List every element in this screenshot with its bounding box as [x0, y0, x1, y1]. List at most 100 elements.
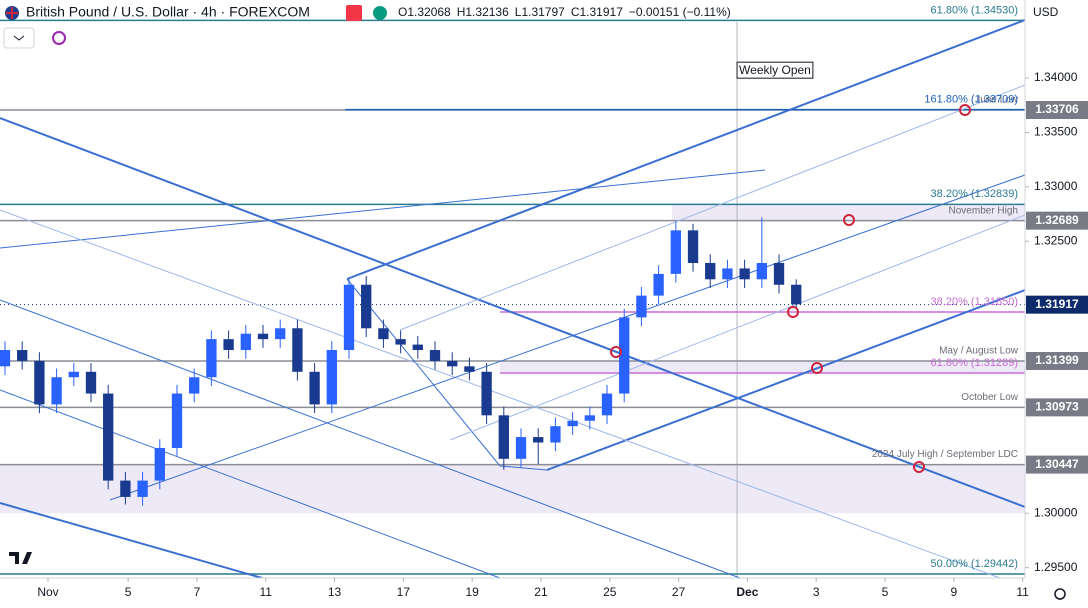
- price-badge-label: 1.30447: [1035, 457, 1079, 471]
- trend-line: [0, 117, 1026, 508]
- last-price-badge: [1026, 295, 1088, 314]
- price-level-label: November High: [949, 205, 1018, 216]
- trend-lines: [0, 19, 1026, 579]
- x-tick-label: 17: [397, 585, 411, 599]
- candle-body: [240, 333, 251, 351]
- zone: [672, 204, 1025, 221]
- x-tick-label: 19: [465, 585, 479, 599]
- trend-line: [0, 389, 501, 579]
- candle-body: [85, 371, 97, 394]
- logo: [9, 552, 32, 564]
- legend-item: O1.32068: [398, 5, 451, 19]
- x-tick-label: 9: [950, 585, 957, 599]
- refresh-icon[interactable]: [52, 31, 66, 45]
- candle-body: [395, 339, 406, 345]
- candle-body: [34, 360, 45, 405]
- x-tick-label: 11: [1016, 585, 1029, 599]
- price-badge: [1026, 398, 1088, 417]
- candle-body: [51, 377, 62, 405]
- candle-body: [257, 333, 269, 340]
- price-badge-label: 1.31399: [1035, 353, 1079, 367]
- price-level-label: May / August Low: [939, 346, 1019, 357]
- candle-body: [791, 284, 802, 305]
- x-tick-label: 3: [813, 585, 820, 599]
- candle-body: [154, 447, 165, 481]
- price-level-label: June Low: [975, 95, 1019, 106]
- candle-body: [464, 366, 475, 372]
- candle-body: [120, 480, 131, 497]
- trend-line: [399, 84, 1026, 331]
- y-tick-label: 1.30000: [1034, 505, 1078, 519]
- price-badge: [1026, 455, 1088, 474]
- price-badge: [1026, 211, 1088, 230]
- flag-button[interactable]: [346, 5, 362, 21]
- legend-item: L1.31797: [515, 5, 565, 19]
- price-badge-label: 1.32689: [1035, 213, 1079, 227]
- candle-body: [171, 393, 183, 448]
- status-dot: [373, 6, 387, 20]
- fib-label: 50.00% (1.29442): [931, 558, 1018, 570]
- price-level-label: October Low: [961, 392, 1018, 403]
- chevron: [13, 35, 25, 41]
- chart-title: British Pound / U.S. Dollar · 4h · FOREX…: [26, 4, 310, 20]
- x-tick-label: 7: [194, 585, 201, 599]
- trend-line: [0, 502, 263, 579]
- candle-body: [619, 317, 630, 394]
- settings-icon[interactable]: [1054, 588, 1066, 600]
- marker: [811, 362, 823, 374]
- weekly-open-label: Weekly Open: [739, 63, 811, 77]
- candle-body: [601, 393, 613, 416]
- candle-body: [550, 426, 561, 443]
- collapse-button[interactable]: [3, 27, 35, 49]
- ohlc-legend: O1.32068 H1.32136 L1.31797 C1.31917 −0.00151…: [398, 5, 731, 19]
- markers: [610, 104, 971, 473]
- x-tick-label: 21: [534, 585, 548, 599]
- candle-body: [687, 230, 699, 263]
- candle-body: [206, 339, 217, 378]
- x-tick-label: Nov: [37, 585, 58, 599]
- price-badge: [1026, 352, 1088, 371]
- currency-box[interactable]: [1027, 2, 1086, 24]
- x-tick-label: 11: [260, 585, 273, 599]
- candle-body: [481, 371, 492, 416]
- flag-cross: [6, 7, 18, 19]
- candle-body: [343, 284, 355, 351]
- legend-item: −0.00151 (−0.11%): [629, 5, 731, 19]
- y-tick-label: 1.33500: [1034, 125, 1078, 139]
- candle-body: [17, 350, 28, 361]
- price-badge-label: 1.33706: [1035, 102, 1079, 116]
- x-tick-label: 13: [328, 585, 342, 599]
- y-tick-label: 1.34000: [1034, 70, 1078, 84]
- candle-body: [68, 371, 79, 378]
- marker: [913, 461, 925, 473]
- axis-labels: 1.33706 1.32689 1.31399 1.30973 1.30447 1.295…: [37, 70, 1088, 599]
- trend-line: [499, 465, 548, 471]
- x-tick-label: 27: [672, 585, 686, 599]
- candle-body: [447, 360, 458, 367]
- header: British Pound / U.S. Dollar · 4h · FOREX…: [3, 2, 1086, 49]
- fib-label: 61.80% (1.34530): [931, 4, 1018, 16]
- trend-line: [346, 278, 501, 467]
- candle-body: [739, 268, 750, 280]
- trend-line: [0, 169, 766, 249]
- candle-body: [137, 480, 148, 497]
- trend-line: [449, 214, 1026, 441]
- candle-body: [756, 262, 767, 280]
- candle-body: [361, 284, 372, 329]
- zone: [0, 464, 1025, 514]
- price-level-label: 2024 July High / September LDC: [872, 449, 1018, 460]
- x-tick-label: 5: [882, 585, 889, 599]
- candle-body: [670, 230, 681, 274]
- candle-body: [103, 393, 114, 481]
- trend-line: [346, 19, 1026, 280]
- currency: USD: [1033, 5, 1059, 19]
- candle-body: [292, 328, 303, 372]
- candle-body: [773, 262, 785, 285]
- candle-body: [515, 437, 527, 459]
- candle-body: [189, 377, 200, 394]
- candle-body: [0, 350, 11, 367]
- candle-body: [584, 415, 595, 421]
- zone: [500, 361, 1025, 373]
